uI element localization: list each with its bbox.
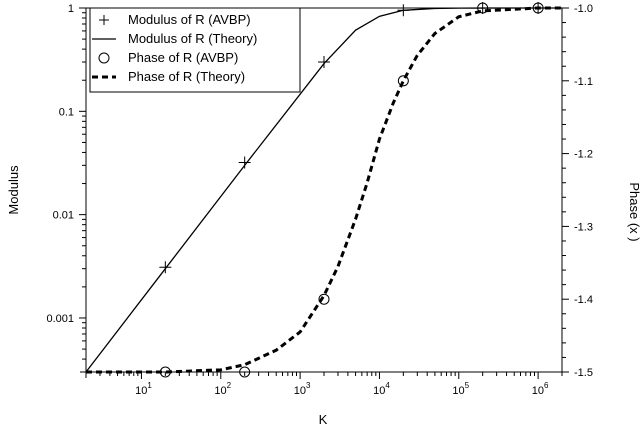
legend-label: Phase of R (Theory) [128,69,245,84]
y-left-tick-label: 0.001 [46,313,74,325]
axes-layer: 101 102 103 104 105 106 0.001 0.01 0.1 1 -1.5 -1.4 -… [46,3,593,397]
y-left-tick-label: 0.01 [53,210,74,222]
legend-label: Modulus of R (Theory) [128,31,257,46]
y-left-tick-label: 1 [68,3,74,15]
x-tick-label: 101 [135,381,152,397]
legend-symbol-circle [98,52,110,64]
modulus-theory-line [85,7,562,373]
modulus-avbp-marker [318,56,330,69]
x-tick-label: 106 [532,381,549,397]
y-axis-label-right: Phase (x ) [627,182,640,241]
modulus-avbp-marker [238,156,251,169]
x-tick-label: 105 [452,381,469,397]
legend-label: Modulus of R (AVBP) [128,12,251,27]
legend: Modulus of R (AVBP) Modulus of R (Theory)… [89,7,301,93]
x-axis-label: K [319,412,328,427]
legend-box [89,7,301,93]
phase-theory-line [86,6,562,374]
y-right-tick-label: -1.3 [574,221,593,233]
y-right-tick-label: -1.0 [574,3,593,15]
x-tick-label: 102 [214,381,231,397]
legend-label: Phase of R (AVBP) [128,50,238,65]
y-axis-label-left: Modulus [6,165,21,215]
modulus-avbp-marker [159,261,172,274]
y-right-tick-label: -1.5 [574,367,593,379]
legend-symbol-plus [99,15,109,25]
phase-avbp-marker [318,293,330,305]
phase-avbp-marker [532,2,544,14]
y-right-tick-label: -1.1 [574,76,593,88]
y-left-tick-label: 0.1 [59,106,74,118]
phase-avbp-marker [477,2,489,14]
phase-avbp-marker [239,366,251,378]
phase-avbp-marker [397,75,409,87]
y-right-tick-label: -1.4 [574,294,593,306]
y-right-tick-label: -1.2 [574,149,593,161]
x-tick-label: 104 [373,381,390,397]
x-tick-label: 103 [294,381,311,397]
series-layer [80,2,562,378]
